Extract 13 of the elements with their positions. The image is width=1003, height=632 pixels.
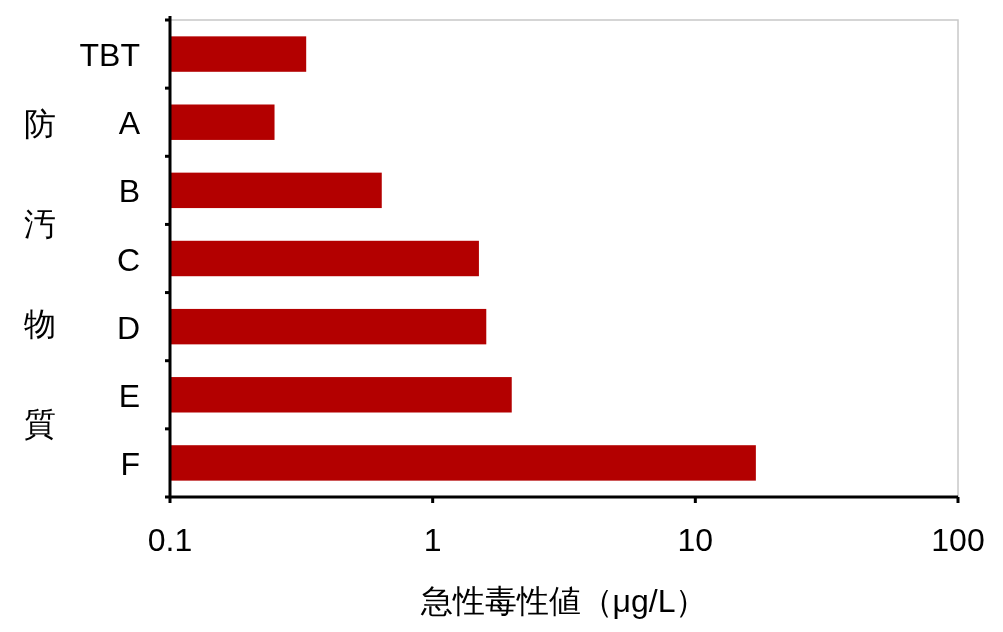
y-tick-label: E	[118, 377, 140, 414]
y-tick-label: F	[120, 445, 140, 482]
x-tick-label: 0.1	[147, 522, 193, 558]
x-tick-label: 1	[423, 522, 442, 558]
y-tick-label: D	[116, 309, 140, 346]
x-axis-title: 急性毒性値（μg/L）	[419, 583, 708, 619]
y-tick-label: C	[116, 241, 140, 278]
y-tick-label: B	[118, 173, 140, 210]
y-tick-label: TBT	[79, 37, 140, 74]
y-tick-label: A	[118, 105, 141, 142]
text: 防汚物質	[24, 106, 56, 442]
x-tick-label: 100	[931, 522, 985, 558]
x-tick-label: 10	[677, 522, 714, 558]
